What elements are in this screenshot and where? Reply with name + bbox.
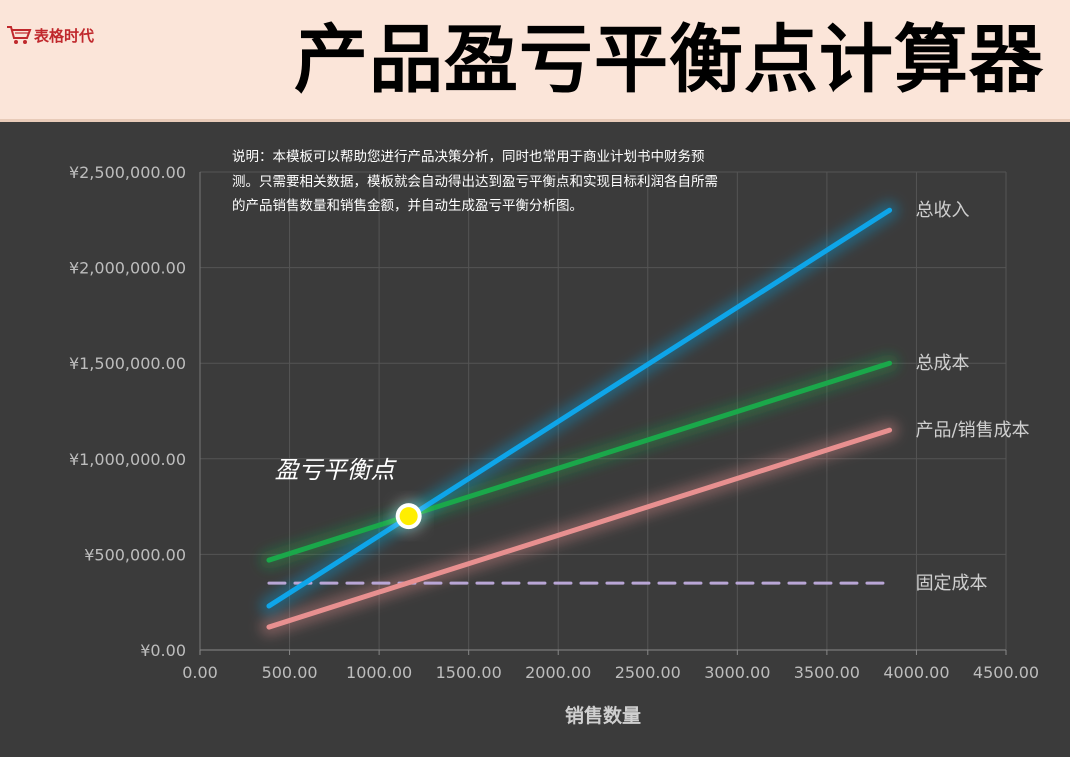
x-tick-label: 1000.00 xyxy=(346,663,412,682)
x-tick-label: 0.00 xyxy=(182,663,218,682)
break-even-point xyxy=(399,507,418,526)
x-tick-label: 500.00 xyxy=(262,663,318,682)
y-tick-label: ¥1,500,000.00 xyxy=(69,354,186,373)
series-line xyxy=(266,427,893,630)
y-tick-label: ¥0.00 xyxy=(140,641,186,660)
logo: 表格时代 xyxy=(6,20,94,50)
y-tick-label: ¥2,000,000.00 xyxy=(69,259,186,278)
y-tick-label: ¥2,500,000.00 xyxy=(69,163,186,182)
series-label: 固定成本 xyxy=(916,573,988,594)
series-label: 总收入 xyxy=(916,200,970,221)
series-label: 总成本 xyxy=(916,353,970,374)
x-tick-label: 2500.00 xyxy=(615,663,681,682)
x-tick-label: 3500.00 xyxy=(794,663,860,682)
series-line xyxy=(266,360,893,563)
page-title: 产品盈亏平衡点计算器 xyxy=(294,17,1044,103)
x-tick-label: 2000.00 xyxy=(525,663,591,682)
y-tick-label: ¥500,000.00 xyxy=(84,545,186,564)
x-axis-title: 销售数量 xyxy=(565,704,641,727)
break-even-label: 盈亏平衡点 xyxy=(275,456,398,484)
header-banner: 表格时代 产品盈亏平衡点计算器 xyxy=(0,0,1070,122)
x-tick-label: 1500.00 xyxy=(436,663,502,682)
series-label: 产品/销售成本 xyxy=(916,420,1030,441)
y-tick-label: ¥1,000,000.00 xyxy=(69,450,186,469)
x-tick-label: 4500.00 xyxy=(973,663,1039,682)
x-tick-label: 4000.00 xyxy=(883,663,949,682)
x-tick-label: 3000.00 xyxy=(704,663,770,682)
shopping-cart-icon xyxy=(7,26,32,44)
logo-text: 表格时代 xyxy=(34,26,95,45)
series-line xyxy=(266,207,893,609)
chart-description: 说明：本模板可以帮助您进行产品决策分析，同时也常用于商业计划书中财务预测。只需要… xyxy=(232,149,718,214)
